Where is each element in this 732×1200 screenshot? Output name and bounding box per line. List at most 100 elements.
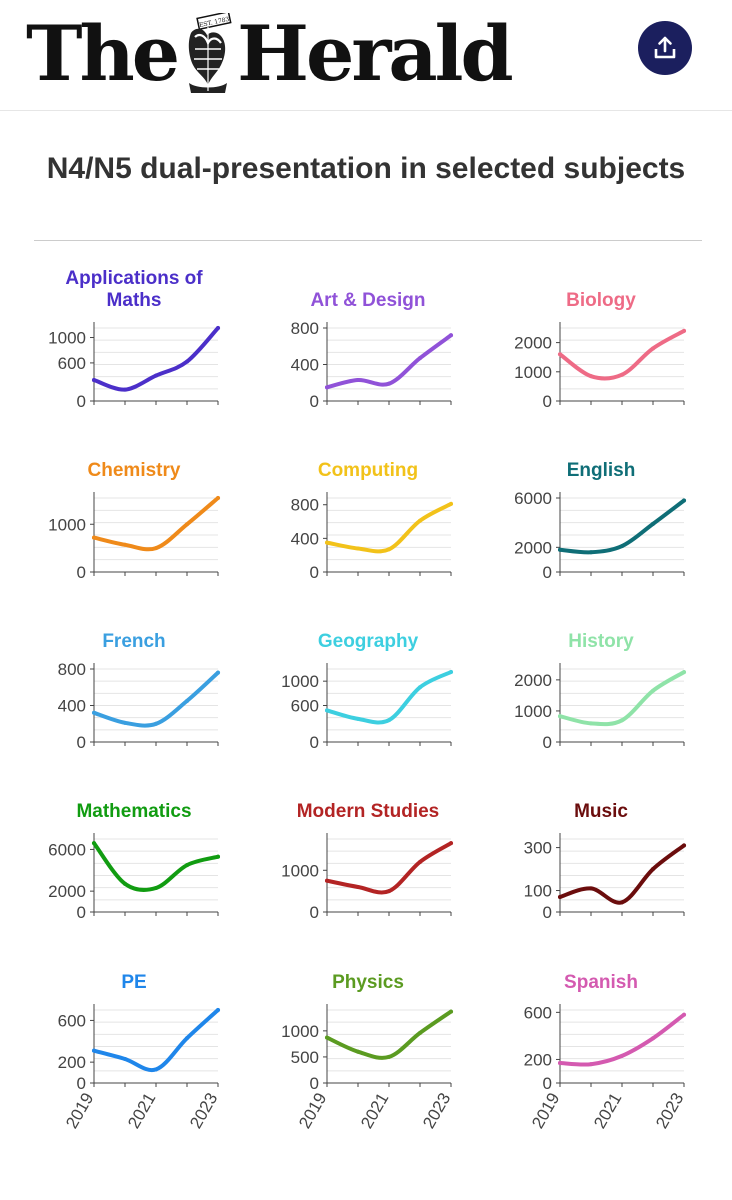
panel-title-geography: Geography — [318, 631, 419, 652]
data-point-music — [589, 886, 593, 891]
y-tick-label: 400 — [58, 697, 86, 716]
data-point-music — [682, 843, 686, 848]
data-point-chemistry — [185, 522, 189, 527]
x-tick-label: 2019 — [295, 1090, 330, 1132]
series-line-biology — [558, 328, 686, 381]
data-point-biology — [682, 328, 686, 333]
data-point-history — [620, 718, 624, 723]
data-point-history — [651, 688, 655, 693]
y-tick-label: 2000 — [514, 671, 552, 690]
data-point-art-and-design — [356, 378, 360, 383]
data-point-physics — [387, 1054, 391, 1059]
data-point-chemistry — [216, 496, 220, 500]
data-point-pe — [216, 1008, 220, 1012]
crest-icon: EST. 1783 — [188, 13, 232, 93]
data-point-music — [620, 900, 624, 905]
x-tick-label: 2023 — [186, 1090, 221, 1132]
panel-title-chemistry: Chemistry — [88, 460, 181, 481]
data-point-applications-of-maths — [154, 373, 158, 378]
y-tick-label: 0 — [310, 563, 319, 582]
data-point-biology — [558, 352, 562, 357]
y-tick-label: 800 — [291, 496, 319, 515]
data-point-modern-studies — [387, 889, 391, 894]
data-point-music — [651, 867, 655, 872]
data-point-biology — [589, 374, 593, 379]
y-tick-label: 0 — [543, 903, 552, 922]
data-point-chemistry — [92, 535, 96, 540]
data-point-biology — [620, 372, 624, 377]
y-tick-label: 1000 — [281, 861, 319, 880]
y-tick-label: 0 — [543, 1074, 552, 1093]
x-tick-label: 2019 — [528, 1090, 563, 1132]
y-tick-label: 300 — [524, 839, 552, 858]
herald-logo[interactable]: The EST. 1783 Herald — [26, 8, 514, 100]
y-tick-label: 800 — [291, 319, 319, 338]
data-point-computing — [387, 547, 391, 552]
upload-icon — [654, 36, 676, 59]
y-tick-label: 1000 — [514, 363, 552, 382]
y-tick-label: 2000 — [48, 882, 86, 901]
data-point-physics — [449, 1009, 453, 1014]
x-tick-label: 2019 — [62, 1090, 97, 1132]
data-point-pe — [92, 1048, 96, 1053]
data-point-modern-studies — [356, 884, 360, 889]
series-line-music — [558, 843, 686, 905]
data-point-geography — [356, 716, 360, 721]
y-tick-label: 0 — [77, 1074, 86, 1093]
series-line-geography — [325, 670, 453, 725]
panel-title-mathematics: Mathematics — [76, 801, 191, 822]
data-point-applications-of-maths — [216, 326, 220, 330]
data-point-physics — [418, 1030, 422, 1035]
data-point-history — [558, 714, 562, 719]
share-button[interactable] — [638, 21, 692, 75]
y-tick-label: 0 — [543, 733, 552, 752]
data-point-physics — [325, 1035, 329, 1040]
panel-title-physics: Physics — [332, 972, 404, 993]
data-point-geography — [387, 718, 391, 723]
y-tick-label: 600 — [58, 354, 86, 373]
masthead: The EST. 1783 Herald — [0, 0, 732, 111]
data-point-english — [558, 547, 562, 552]
series-line-modern-studies — [325, 841, 453, 895]
data-point-art-and-design — [418, 356, 422, 361]
data-point-geography — [418, 685, 422, 690]
x-tick-label: 2021 — [590, 1090, 625, 1132]
y-tick-label: 1000 — [514, 702, 552, 721]
data-point-geography — [449, 670, 453, 675]
panel-title-applications-of-maths: Maths — [107, 290, 162, 311]
data-point-english — [589, 550, 593, 555]
title-divider — [34, 240, 702, 241]
data-point-pe — [185, 1036, 189, 1041]
y-tick-label: 800 — [58, 660, 86, 679]
y-tick-label: 0 — [77, 392, 86, 411]
data-point-modern-studies — [325, 878, 329, 883]
y-tick-label: 400 — [291, 356, 319, 375]
y-tick-label: 0 — [543, 563, 552, 582]
data-point-french — [185, 698, 189, 703]
panel-title-biology: Biology — [566, 290, 636, 311]
data-point-modern-studies — [418, 859, 422, 864]
data-point-biology — [651, 346, 655, 351]
y-tick-label: 6000 — [514, 489, 552, 508]
series-line-pe — [92, 1008, 220, 1073]
data-point-english — [620, 544, 624, 549]
data-point-geography — [325, 708, 329, 713]
data-point-english — [651, 521, 655, 526]
data-point-french — [154, 721, 158, 726]
series-line-applications-of-maths — [92, 326, 220, 392]
data-point-spanish — [558, 1060, 562, 1065]
data-point-spanish — [620, 1053, 624, 1058]
data-point-spanish — [682, 1012, 686, 1017]
panel-title-english: English — [567, 460, 636, 481]
x-tick-label: 2021 — [124, 1090, 159, 1132]
y-tick-label: 600 — [58, 1011, 86, 1030]
y-tick-label: 6000 — [48, 840, 86, 859]
x-tick-label: 2021 — [357, 1090, 392, 1132]
y-tick-label: 600 — [524, 1003, 552, 1022]
data-point-music — [558, 894, 562, 899]
panel-title-french: French — [102, 631, 165, 652]
series-line-chemistry — [92, 496, 220, 552]
data-point-french — [92, 710, 96, 715]
data-point-computing — [449, 501, 453, 506]
